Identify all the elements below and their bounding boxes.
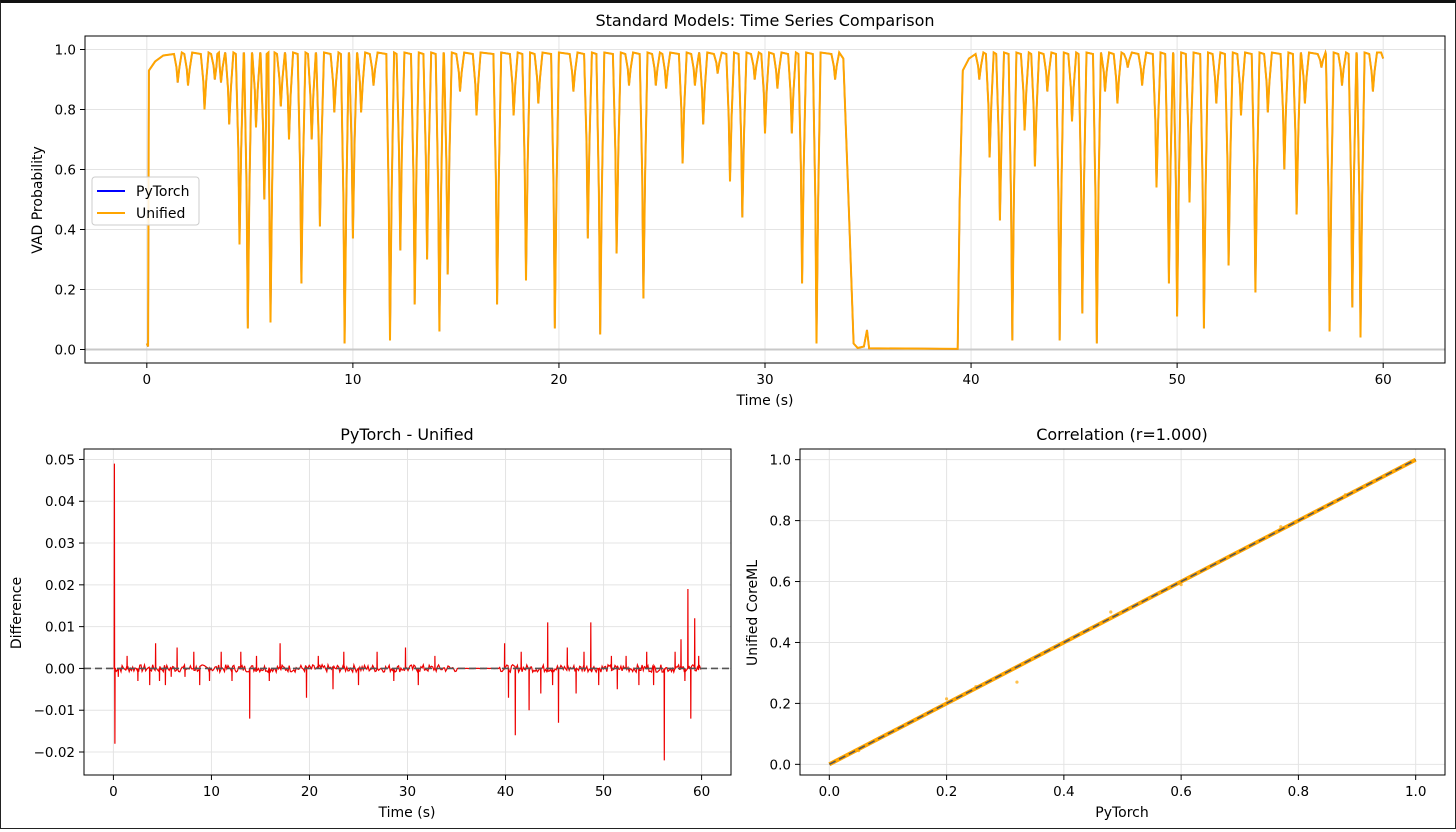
timeseries-title: Standard Models: Time Series Comparison: [595, 11, 934, 30]
correlation-ytick-label: 0.8: [770, 514, 791, 530]
legend: PyTorch Unified: [91, 176, 200, 226]
difference-xlabel: Time (s): [378, 805, 436, 821]
timeseries-xtick-label: 10: [344, 372, 361, 388]
difference-grid: [84, 449, 731, 775]
difference-ytick-label: −0.01: [34, 703, 75, 719]
timeseries-xtick-label: 20: [550, 372, 567, 388]
timeseries-xtick-label: 0: [143, 372, 152, 388]
difference-xtick-label: 60: [693, 784, 710, 800]
correlation-xtick-label: 0.2: [936, 784, 957, 800]
difference-xtick-label: 30: [399, 784, 416, 800]
timeseries-ytick-label: 0.2: [55, 283, 76, 299]
correlation-frame: [799, 448, 1446, 776]
correlation-ylabel: Unified CoreML: [745, 560, 761, 666]
correlation-point: [944, 697, 949, 701]
difference-title: PyTorch - Unified: [340, 425, 473, 444]
difference-ytick-label: 0.00: [45, 661, 75, 677]
correlation-point: [1343, 493, 1347, 497]
correlation-ytick-label: 0.6: [770, 575, 791, 591]
difference-xtick-label: 0: [109, 784, 118, 800]
timeseries-ytick-label: 0.8: [55, 103, 76, 119]
difference-ytick-label: 0.02: [45, 578, 75, 594]
correlation-ytick-label: 1.0: [770, 453, 791, 469]
correlation-xlabel: PyTorch: [1095, 805, 1148, 821]
timeseries-xlabel: Time (s): [736, 393, 794, 409]
difference-ytick-label: 0.03: [45, 536, 75, 552]
correlation-xtick-label: 0.4: [1053, 784, 1074, 800]
correlation-xtick-label: 1.0: [1405, 784, 1426, 800]
difference-xtick-label: 40: [497, 784, 514, 800]
timeseries-ticks: 0 10 20 30 40 50 60 0.0 0.2 0.4 0.6 0.8 1.0: [55, 43, 1392, 389]
timeseries-plot-area: [85, 49, 1445, 351]
correlation-xtick-label: 0.8: [1288, 784, 1309, 800]
difference-plot-area: [84, 463, 731, 761]
timeseries-ytick-label: 0.0: [55, 343, 76, 359]
difference-panel: PyTorch - Unified 0 10 20 30 40 50 60 −0.02 −0.0…: [9, 425, 732, 821]
timeseries-panel: Standard Models: Time Series Comparison …: [30, 11, 1446, 409]
legend-label-unified: Unified: [136, 206, 185, 222]
correlation-xtick-label: 0.6: [1170, 784, 1191, 800]
timeseries-grid: [85, 36, 1445, 363]
correlation-ytick-label: 0.2: [770, 696, 791, 712]
correlation-grid: [800, 449, 1445, 775]
correlation-point: [1109, 610, 1113, 614]
difference-ytick-label: 0.04: [45, 494, 75, 510]
correlation-reference-line: [828, 458, 1417, 766]
correlation-point: [1179, 582, 1183, 587]
correlation-ticks: 0.0 0.2 0.4 0.6 0.8 1.0 0.0 0.2 0.4 0.6 0.8 1.0: [770, 453, 1427, 800]
correlation-panel: Correlation (r=1.000) 0.0 0.2 0.4 0.6 0.8 1.0…: [745, 425, 1446, 821]
correlation-point: [1015, 680, 1019, 684]
timeseries-ytick-label: 0.6: [55, 163, 76, 179]
difference-ticks: 0 10 20 30 40 50 60 −0.02 −0.01 0.00 0.01 0.02 0.03 0…: [34, 452, 711, 800]
correlation-title: Correlation (r=1.000): [1036, 425, 1208, 444]
correlation-xtick-label: 0.0: [819, 784, 840, 800]
correlation-point: [1279, 525, 1283, 529]
timeseries-ylabel: VAD Probability: [30, 146, 46, 254]
timeseries-ytick-label: 0.4: [55, 223, 76, 239]
chart-canvas: Standard Models: Time Series Comparison …: [9, 11, 1446, 821]
timeseries-xtick-label: 50: [1169, 372, 1186, 388]
difference-ytick-label: 0.01: [45, 620, 75, 636]
difference-ytick-label: 0.05: [45, 452, 75, 468]
timeseries-xtick-label: 30: [756, 372, 773, 388]
difference-xtick-label: 20: [301, 784, 318, 800]
correlation-ytick-label: 0.4: [770, 635, 791, 651]
timeseries-xtick-label: 40: [962, 372, 979, 388]
series-unified-line: [145, 49, 1385, 350]
difference-xtick-label: 10: [203, 784, 220, 800]
difference-xtick-label: 50: [595, 784, 612, 800]
difference-ylabel: Difference: [9, 577, 25, 649]
correlation-plot-area: [828, 457, 1417, 767]
correlation-point: [857, 749, 861, 753]
timeseries-xtick-label: 60: [1375, 372, 1392, 388]
correlation-ytick-label: 0.0: [770, 757, 791, 773]
difference-ytick-label: −0.02: [34, 745, 75, 761]
timeseries-ytick-label: 1.0: [55, 43, 76, 59]
legend-label-pytorch: PyTorch: [136, 184, 189, 200]
